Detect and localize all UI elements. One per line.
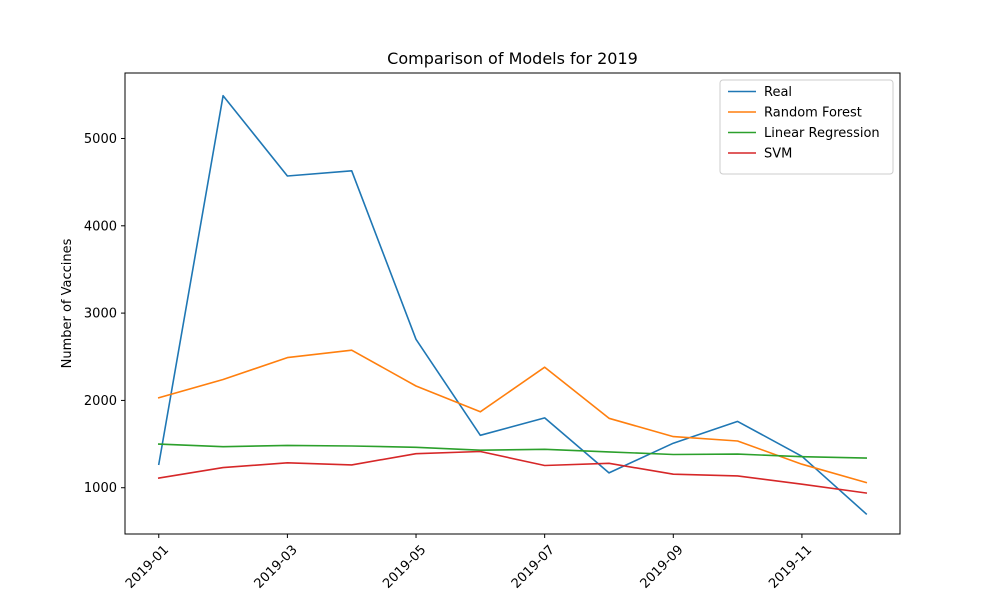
y-tick-label: 2000: [84, 394, 117, 409]
legend-box: [719, 79, 894, 175]
y-tick-label: 1000: [84, 481, 117, 496]
y-axis-title: Number of Vaccines: [60, 238, 75, 368]
series-line-0: [157, 94, 868, 516]
series-line-3: [157, 450, 868, 494]
chart-title: Comparison of Models for 2019: [387, 49, 638, 68]
x-tick-label: 2019-11: [766, 543, 815, 592]
x-tick-label: 2019-03: [252, 543, 301, 592]
legend-label-2: Linear Regression: [764, 126, 880, 141]
x-tick-label: 2019-07: [509, 543, 558, 592]
x-axis: 2019-01 2019-03 2019-05 2019-07 2019-09 2019-…: [123, 534, 815, 592]
x-tick-label: 2019-01: [123, 543, 172, 592]
series-layer: [157, 94, 868, 516]
y-tick-label: 5000: [84, 132, 117, 147]
x-tick-label: 2019-09: [638, 543, 687, 592]
y-tick-label: 4000: [84, 219, 117, 234]
legend-label-1: Random Forest: [764, 106, 862, 121]
legend-label-0: Real: [764, 85, 792, 100]
y-axis: 1000 2000 3000 4000 5000: [84, 132, 125, 496]
x-tick-label: 2019-05: [380, 543, 429, 592]
legend-label-3: SVM: [764, 147, 792, 162]
legend: Real Random Forest Linear Regression SVM: [719, 79, 894, 175]
series-line-2: [157, 443, 868, 459]
series-line-1: [157, 349, 868, 484]
y-tick-label: 3000: [84, 307, 117, 322]
plot-frame: [124, 72, 901, 535]
